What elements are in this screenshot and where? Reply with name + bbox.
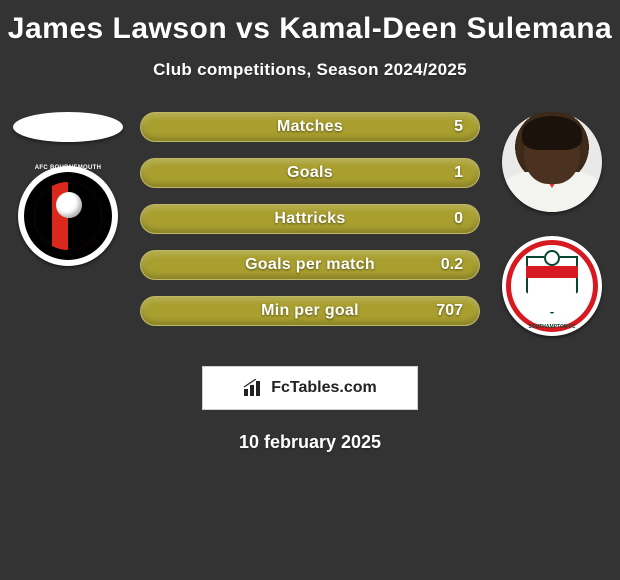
stat-bar-hattricks: Hattricks 0	[140, 204, 480, 234]
stat-value: 707	[436, 302, 463, 320]
football-icon	[56, 192, 82, 218]
stat-label: Hattricks	[141, 210, 479, 228]
player-photo-right	[502, 112, 602, 212]
player-photo-left-placeholder	[13, 112, 123, 142]
comparison-card: James Lawson vs Kamal-Deen Sulemana Club…	[0, 0, 620, 463]
club-name-left: AFC BOURNEMOUTH	[18, 165, 118, 171]
stat-label: Min per goal	[141, 302, 479, 320]
stat-value: 1	[454, 164, 463, 182]
club-name-right: SOUTHAMPTON FC	[502, 324, 602, 330]
stat-bar-min-per-goal: Min per goal 707	[140, 296, 480, 326]
stat-bar-matches: Matches 5	[140, 112, 480, 142]
stat-label: Goals	[141, 164, 479, 182]
stat-bar-goals: Goals 1	[140, 158, 480, 188]
left-column: AFC BOURNEMOUTH	[8, 112, 128, 266]
page-subtitle: Club competitions, Season 2024/2025	[0, 60, 620, 80]
club-badge-right: SOUTHAMPTON FC	[502, 236, 602, 336]
southampton-crest: SOUTHAMPTON FC	[502, 236, 602, 336]
date-text: 10 february 2025	[0, 432, 620, 453]
brand-box[interactable]: FcTables.com	[202, 366, 418, 410]
stat-bars: Matches 5 Goals 1 Hattricks 0 Goals per …	[140, 112, 480, 342]
stat-label: Goals per match	[141, 256, 479, 274]
stat-value: 5	[454, 118, 463, 136]
club-badge-left: AFC BOURNEMOUTH	[18, 166, 118, 266]
right-column: SOUTHAMPTON FC	[492, 112, 612, 336]
page-title: James Lawson vs Kamal-Deen Sulemana	[0, 12, 620, 46]
brand-text: FcTables.com	[271, 379, 377, 397]
bournemouth-crest: AFC BOURNEMOUTH	[18, 166, 118, 266]
bar-chart-icon	[243, 379, 265, 397]
stat-bar-goals-per-match: Goals per match 0.2	[140, 250, 480, 280]
football-icon	[544, 250, 560, 266]
stats-area: AFC BOURNEMOUTH Matches 5 Goals 1	[0, 112, 620, 352]
stat-label: Matches	[141, 118, 479, 136]
stat-value: 0.2	[441, 256, 463, 274]
stat-value: 0	[454, 210, 463, 228]
